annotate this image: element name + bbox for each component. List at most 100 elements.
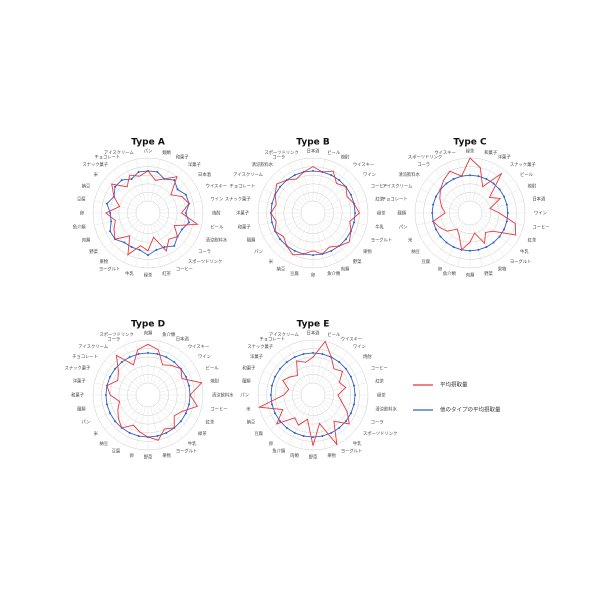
series-dot — [156, 435, 159, 438]
series-dot — [128, 356, 131, 359]
series-dot — [293, 174, 296, 177]
category-label: スナック菓子 — [65, 365, 91, 372]
category-label: ウイスキー — [188, 343, 209, 350]
spoke — [324, 215, 367, 226]
category-label: 米 — [269, 258, 274, 265]
category-label: 清涼飲料水 — [398, 171, 420, 178]
category-label: スナック菓子 — [225, 196, 251, 203]
series-dot — [485, 177, 488, 180]
series-line — [432, 157, 517, 251]
chart-title: Type E — [297, 320, 330, 330]
spoke — [150, 406, 161, 449]
spoke — [158, 218, 198, 238]
series-dot — [312, 169, 314, 172]
category-label: 肉類 — [466, 272, 475, 279]
series-dot — [173, 244, 176, 247]
series-dot — [431, 212, 434, 214]
category-label: 焼酎 — [528, 183, 537, 190]
spoke — [153, 223, 173, 263]
chart-title: Type D — [131, 320, 165, 330]
category-label: 洋菓子 — [250, 353, 264, 360]
spoke — [300, 159, 311, 202]
series-dot — [492, 241, 495, 244]
category-label: 卵 — [80, 210, 84, 217]
series-dot — [274, 412, 277, 415]
series-dot — [156, 170, 159, 173]
category-label: 卵 — [311, 272, 315, 279]
category-label: 麺類 — [77, 405, 86, 412]
category-label: 豆腐 — [77, 196, 86, 203]
spoke — [480, 218, 520, 238]
series-line — [105, 170, 199, 256]
series-dot — [279, 420, 282, 423]
category-label: 洋菓子 — [236, 210, 250, 217]
series-dot — [184, 193, 187, 196]
spoke — [435, 222, 463, 257]
series-dot — [330, 431, 333, 434]
series-dot — [353, 403, 356, 406]
series-dot — [270, 403, 273, 406]
legend-label: 他のタイプの平均摂取量 — [440, 406, 501, 414]
category-label: 野菜 — [484, 270, 493, 277]
category-label: 焼酎 — [210, 378, 219, 385]
category-label: コーヒー — [371, 184, 388, 190]
series-dot — [354, 394, 357, 396]
series-dot — [128, 431, 131, 434]
series-dot — [349, 375, 352, 378]
spoke — [288, 345, 308, 385]
spoke — [94, 397, 137, 408]
category-label: 焼酎 — [341, 154, 350, 161]
series-dot — [293, 249, 296, 252]
series-dot — [130, 177, 133, 180]
series-dot — [173, 361, 176, 364]
series-dot — [477, 175, 480, 178]
category-label: ワイン — [210, 197, 223, 203]
spoke — [323, 400, 363, 420]
chart-title: Type A — [131, 138, 165, 148]
spoke — [123, 163, 143, 203]
series-dot — [330, 174, 333, 177]
series-dot — [109, 212, 112, 214]
category-label: 納豆 — [100, 440, 109, 447]
category-label: コーラ — [107, 337, 120, 343]
category-label: 麺類 — [162, 149, 171, 156]
spoke — [153, 405, 173, 445]
series-dot — [349, 412, 352, 415]
category-label: コーラ — [272, 155, 285, 161]
spoke — [104, 178, 139, 206]
category-label: 緑茶 — [377, 210, 386, 217]
category-label: コーラ — [198, 249, 211, 255]
spoke — [315, 159, 326, 202]
spoke — [158, 188, 198, 208]
spoke — [135, 159, 146, 202]
series-dot — [477, 248, 480, 251]
series-dot — [505, 220, 508, 223]
chart-title: Type B — [296, 138, 330, 148]
series-dot — [110, 220, 113, 223]
series-dot — [188, 384, 191, 387]
category-label: ウイスキー — [341, 336, 362, 343]
category-label: 豆腐 — [290, 270, 299, 277]
category-label: アイスクリーム — [78, 344, 109, 350]
spoke — [158, 370, 198, 390]
series-dot — [312, 351, 314, 354]
spoke — [157, 360, 192, 388]
spoke — [98, 218, 138, 238]
series-dot — [165, 431, 168, 434]
series-dot — [285, 426, 288, 429]
spoke — [477, 222, 505, 257]
series-dot — [114, 185, 117, 188]
category-label: コーヒー — [532, 224, 549, 230]
category-label: ワイン — [198, 354, 211, 360]
spoke — [426, 220, 461, 248]
category-label: ヨーグルト — [371, 236, 392, 243]
category-label: 洋菓子 — [498, 154, 512, 161]
spoke — [104, 220, 139, 248]
chart-title: Type C — [453, 138, 487, 148]
spoke — [315, 406, 326, 449]
grid-ring — [300, 382, 326, 408]
series-dot — [469, 249, 471, 252]
grid-ring — [457, 200, 483, 226]
category-label: 紅茶 — [375, 196, 384, 203]
